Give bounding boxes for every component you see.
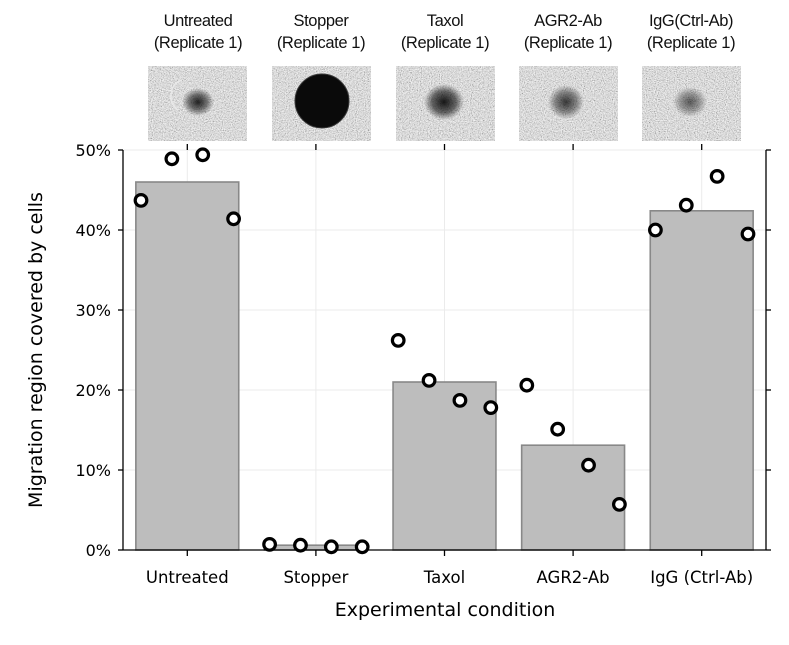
data-point bbox=[709, 168, 725, 184]
y-tick-label: 20% bbox=[75, 381, 111, 400]
y-tick-label: 50% bbox=[75, 141, 111, 160]
data-point bbox=[226, 211, 241, 227]
thumbnail-title-line2: (Replicate 1) bbox=[523, 34, 613, 52]
data-point bbox=[195, 147, 211, 163]
data-point bbox=[452, 393, 468, 408]
data-point bbox=[550, 421, 566, 437]
thumbnail-image-stopper bbox=[272, 66, 371, 141]
thumbnail-image-igg-ctrl-ab bbox=[642, 66, 741, 141]
x-tick-label: Stopper bbox=[283, 568, 348, 587]
thumbnail-image-taxol bbox=[396, 66, 495, 141]
thumbnail-title-line1: Untreated bbox=[163, 12, 233, 30]
y-axis-title: Migration region covered by cells bbox=[25, 192, 47, 508]
data-point bbox=[678, 197, 694, 213]
bar bbox=[263, 544, 369, 551]
thumbnail-title-line1: Taxol bbox=[426, 12, 464, 30]
thumbnail-title: Taxol (Replicate 1) bbox=[380, 10, 510, 54]
data-point bbox=[421, 373, 437, 388]
data-point bbox=[519, 377, 535, 393]
thumbnail-title-line2: (Replicate 1) bbox=[276, 34, 366, 52]
data-point bbox=[164, 151, 180, 167]
bar bbox=[392, 381, 497, 551]
x-tick-label: AGR2-Ab bbox=[537, 568, 610, 587]
thumbnail-title: IgG(Ctrl-Ab) (Replicate 1) bbox=[626, 10, 756, 54]
data-point bbox=[648, 222, 663, 238]
data-point bbox=[611, 497, 627, 512]
thumbnail-image-untreated bbox=[148, 66, 247, 141]
thumbnail-image-agr2-ab bbox=[519, 66, 618, 141]
bar bbox=[520, 444, 626, 551]
ticks: 0% 10% 20% 30% 40% 50% Untreated Stopper Taxol AG… bbox=[75, 141, 771, 587]
replicate-points bbox=[133, 147, 756, 555]
data-point bbox=[740, 226, 756, 242]
thumbnail-title-line2: (Replicate 1) bbox=[153, 34, 243, 52]
y-tick-label: 30% bbox=[75, 301, 111, 320]
data-point bbox=[483, 400, 499, 416]
data-point bbox=[323, 539, 339, 555]
y-tick-label: 40% bbox=[75, 221, 111, 240]
data-point bbox=[262, 537, 278, 552]
bar bbox=[649, 210, 754, 551]
thumbnail-title-line1: Stopper bbox=[293, 12, 349, 30]
data-point bbox=[390, 333, 406, 348]
data-point bbox=[354, 539, 370, 555]
thumbnail-title: AGR2-Ab (Replicate 1) bbox=[503, 10, 633, 54]
data-point bbox=[581, 457, 596, 473]
thumbnail-title-line2: (Replicate 1) bbox=[400, 34, 490, 52]
thumbnail-title-line1: IgG(Ctrl-Ab) bbox=[648, 12, 734, 30]
thumbnail-title-line1: AGR2-Ab bbox=[534, 12, 602, 30]
thumbnail-title: Untreated (Replicate 1) bbox=[133, 10, 263, 54]
data-point bbox=[293, 537, 308, 553]
y-tick-label: 0% bbox=[86, 541, 111, 560]
x-axis-title: Experimental condition bbox=[335, 599, 556, 621]
bar bbox=[135, 181, 240, 551]
x-tick-label: IgG (Ctrl-Ab) bbox=[650, 568, 753, 587]
y-tick-label: 10% bbox=[75, 461, 111, 480]
bars bbox=[135, 181, 754, 551]
thumbnail-title: Stopper (Replicate 1) bbox=[256, 10, 386, 54]
thumbnail-title-line2: (Replicate 1) bbox=[646, 34, 736, 52]
x-tick-label: Untreated bbox=[146, 568, 229, 587]
x-tick-label: Taxol bbox=[423, 568, 465, 587]
data-point bbox=[133, 192, 149, 208]
